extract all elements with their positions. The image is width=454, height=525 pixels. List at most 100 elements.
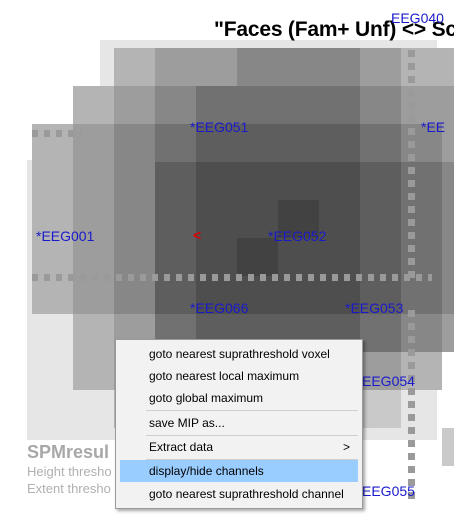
mip-voxel	[401, 48, 442, 86]
mip-voxel	[196, 48, 237, 86]
mip-voxel	[442, 86, 454, 124]
mip-voxel	[196, 200, 237, 238]
mip-voxel	[360, 162, 401, 200]
mip-voxel	[442, 162, 454, 200]
spm-results-label: SPMresul	[27, 442, 110, 462]
mip-voxel	[73, 352, 114, 390]
extent-threshold-text: Extent thresho	[27, 481, 111, 496]
mip-voxel	[442, 314, 454, 352]
mip-voxel	[278, 124, 319, 162]
menu-separator	[146, 435, 358, 436]
channel-label-truncated: *EE	[421, 119, 446, 135]
mip-voxel	[360, 390, 401, 428]
channel-label-eeg054: EEG054	[362, 373, 415, 389]
mip-voxel	[196, 238, 237, 276]
mip-voxel	[73, 200, 114, 238]
mip-voxel	[155, 238, 196, 276]
channel-label-eeg053: *EEG053	[345, 300, 404, 316]
mip-voxel	[360, 352, 401, 390]
mip-voxel	[196, 86, 237, 124]
mip-voxel	[114, 48, 155, 86]
mip-voxel	[237, 238, 278, 276]
menu-separator	[146, 459, 358, 460]
mip-voxel	[155, 162, 196, 200]
mip-voxel	[114, 162, 155, 200]
mip-voxel	[32, 162, 73, 200]
peak-marker: <	[193, 227, 202, 243]
mip-voxel	[114, 276, 155, 314]
mip-voxel	[196, 162, 237, 200]
context-menu: goto nearest suprathreshold voxel goto n…	[115, 339, 363, 509]
mip-voxel	[155, 124, 196, 162]
mip-dotted-line	[32, 130, 82, 137]
mip-voxel	[401, 124, 442, 162]
mip-voxel	[237, 48, 278, 86]
mip-voxel	[278, 48, 319, 86]
mip-voxel	[442, 124, 454, 162]
mip-dotted-line	[408, 50, 415, 280]
mip-voxel	[237, 162, 278, 200]
mip-voxel	[278, 238, 319, 276]
channel-label-eeg051: *EEG051	[190, 119, 249, 135]
mip-voxel	[442, 428, 454, 466]
mip-voxel	[401, 238, 442, 276]
menu-item-extract-data[interactable]: Extract data >	[120, 436, 358, 458]
mip-voxel	[32, 276, 73, 314]
mip-voxel	[401, 86, 442, 124]
menu-item-goto-suprathreshold-channel[interactable]: goto nearest suprathreshold channel	[149, 487, 344, 501]
mip-voxel	[32, 238, 73, 276]
mip-voxel	[237, 86, 278, 124]
menu-item-goto-suprathreshold-voxel[interactable]: goto nearest suprathreshold voxel	[149, 347, 330, 361]
menu-item-extract-data-label: Extract data	[149, 440, 214, 454]
menu-item-display-hide-channels[interactable]: display/hide channels	[120, 460, 358, 482]
figure-title: "Faces (Fam+ Unf) <> Scr	[214, 18, 454, 41]
height-threshold-text: Height thresho	[27, 464, 112, 479]
mip-dotted-line	[32, 274, 432, 281]
submenu-arrow-icon: >	[342, 440, 350, 454]
mip-voxel	[442, 200, 454, 238]
menu-item-save-mip[interactable]: save MIP as...	[149, 416, 225, 430]
mip-voxel	[360, 314, 401, 352]
mip-voxel	[319, 162, 360, 200]
mip-voxel	[114, 86, 155, 124]
mip-voxel	[319, 276, 360, 314]
menu-item-goto-global-maximum[interactable]: goto global maximum	[149, 391, 264, 405]
menu-item-goto-local-maximum[interactable]: goto nearest local maximum	[149, 369, 300, 383]
mip-voxel	[114, 238, 155, 276]
mip-voxel	[114, 200, 155, 238]
mip-voxel	[237, 200, 278, 238]
mip-voxel	[360, 238, 401, 276]
mip-voxel	[442, 276, 454, 314]
mip-voxel	[319, 238, 360, 276]
mip-voxel	[360, 276, 401, 314]
mip-voxel	[401, 200, 442, 238]
mip-voxel	[360, 48, 401, 86]
menu-separator	[146, 410, 358, 411]
mip-voxel	[155, 276, 196, 314]
channel-label-eeg055: EEG055	[362, 483, 415, 499]
mip-voxel	[237, 124, 278, 162]
mip-voxel	[155, 86, 196, 124]
mip-voxel	[73, 238, 114, 276]
mip-voxel	[155, 48, 196, 86]
mip-dotted-line	[408, 310, 415, 500]
mip-voxel	[73, 86, 114, 124]
mip-voxel	[73, 162, 114, 200]
mip-voxel	[319, 200, 360, 238]
mip-voxel	[278, 276, 319, 314]
mip-voxel	[401, 162, 442, 200]
mip-voxel	[278, 162, 319, 200]
mip-voxel	[73, 314, 114, 352]
mip-voxel	[360, 124, 401, 162]
mip-voxel	[73, 276, 114, 314]
mip-voxel	[442, 238, 454, 276]
mip-voxel	[319, 86, 360, 124]
channel-label-eeg066: *EEG066	[190, 300, 249, 316]
channel-label-eeg040: EEG040	[391, 10, 444, 26]
mip-voxel	[401, 352, 442, 390]
channel-label-eeg001: *EEG001	[36, 228, 95, 244]
mip-voxel	[319, 48, 360, 86]
mip-voxel	[196, 124, 237, 162]
mip-voxel	[196, 276, 237, 314]
mip-voxel	[319, 124, 360, 162]
